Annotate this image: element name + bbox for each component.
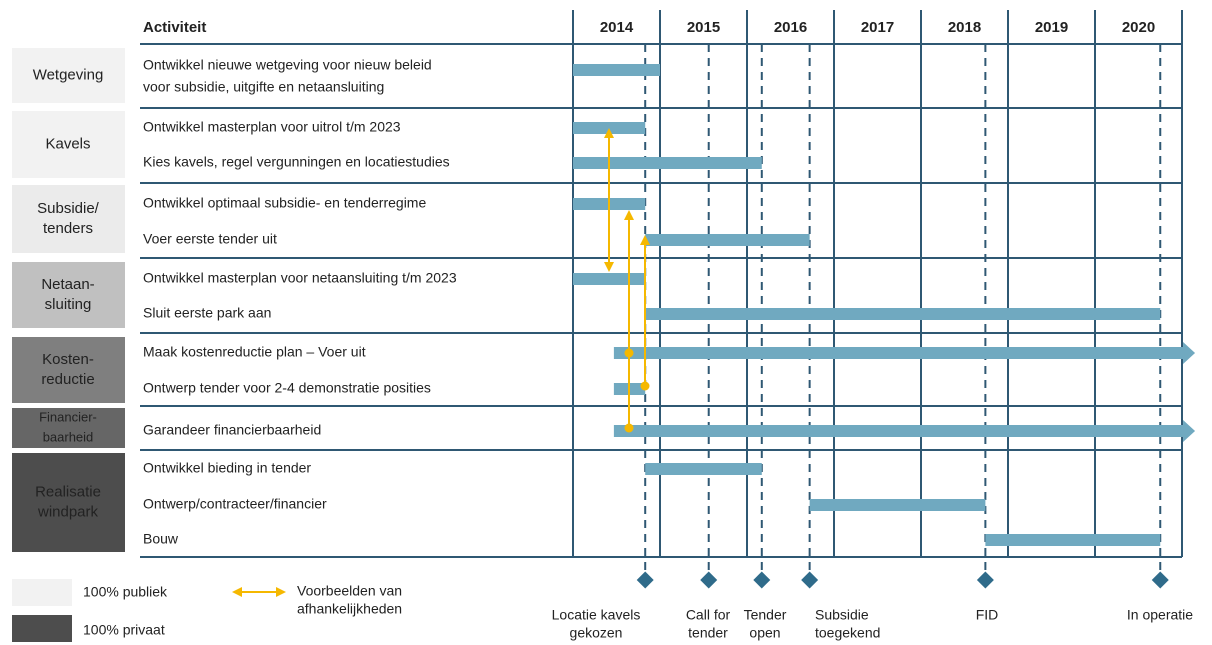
- milestone-label: toegekend: [815, 625, 880, 641]
- activity-label: Ontwerp/contracteer/financier: [143, 496, 327, 512]
- group-label: Kavels: [45, 135, 90, 152]
- group-box: [12, 185, 125, 253]
- group-box: [12, 408, 125, 448]
- activity-bar: [573, 273, 646, 285]
- dependency-dot: [624, 423, 634, 433]
- group-label: Wetgeving: [33, 66, 104, 83]
- activity-bar: [573, 157, 762, 169]
- group-box: [12, 111, 125, 178]
- activity-label: Bouw: [143, 531, 179, 547]
- group-box: [12, 453, 125, 552]
- group-label: Subsidie/: [37, 200, 100, 217]
- milestone-diamond: [753, 571, 771, 589]
- activity-bar: [985, 534, 1161, 546]
- legend-arrow-head: [276, 587, 286, 597]
- activity-label: Kies kavels, regel vergunningen en locat…: [143, 154, 450, 170]
- activity-label: Ontwikkel optimaal subsidie- en tenderre…: [143, 195, 426, 211]
- milestone-diamond: [1151, 571, 1169, 589]
- group-box: [12, 48, 125, 103]
- activity-bar: [573, 64, 660, 76]
- year-label: 2018: [948, 19, 981, 36]
- activity-bar: [645, 463, 762, 475]
- year-label: 2014: [600, 19, 634, 36]
- header-activity: Activiteit: [143, 19, 206, 36]
- year-label: 2016: [774, 19, 807, 36]
- activity-label: Ontwikkel bieding in tender: [143, 460, 311, 476]
- milestone-label: Tender: [744, 607, 787, 623]
- activity-label: Ontwikkel masterplan voor uitrol t/m 202…: [143, 119, 401, 135]
- milestone-diamond: [801, 571, 819, 589]
- arrow-head: [604, 262, 614, 272]
- milestone-label: gekozen: [570, 625, 623, 641]
- activity-label: Ontwerp tender voor 2-4 demonstratie pos…: [143, 380, 431, 396]
- dependency-arrows: [604, 128, 650, 433]
- activity-label: Maak kostenreductie plan – Voer uit: [143, 344, 366, 360]
- activity-bar: [645, 308, 1161, 320]
- group-label: sluiting: [45, 296, 92, 313]
- milestone-diamond: [976, 571, 994, 589]
- legend-label: Voorbeelden van: [297, 583, 402, 599]
- activity-label: Ontwikkel masterplan voor netaansluiting…: [143, 270, 457, 286]
- legend-swatch: [12, 615, 72, 642]
- year-label: 2015: [687, 19, 720, 36]
- activity-bar: [645, 234, 810, 246]
- year-label: 2020: [1122, 19, 1155, 36]
- activity-label: Ontwikkel nieuwe wetgeving voor nieuw be…: [143, 57, 432, 73]
- activity-label: Voer eerste tender uit: [143, 231, 277, 247]
- dependency-dot: [640, 381, 650, 391]
- milestone-label: Call for: [686, 607, 731, 623]
- group-label: Financier-: [39, 409, 97, 424]
- year-label: 2019: [1035, 19, 1068, 36]
- milestone-label: open: [749, 625, 780, 641]
- milestone-label: Subsidie: [815, 607, 869, 623]
- activity-bar: [613, 342, 1196, 364]
- group-box: [12, 337, 125, 403]
- group-label: windpark: [37, 503, 99, 520]
- milestone-label: Locatie kavels: [552, 607, 641, 623]
- legend-label: afhankelijkheden: [297, 601, 402, 617]
- year-label: 2017: [861, 19, 894, 36]
- group-label: tenders: [43, 220, 93, 237]
- activity-label: Sluit eerste park aan: [143, 305, 271, 321]
- milestone-diamond: [700, 571, 718, 589]
- legend-label: 100% publiek: [83, 584, 168, 600]
- activity-label: Garandeer financierbaarheid: [143, 422, 321, 438]
- milestone-label: In operatie: [1127, 607, 1193, 623]
- group-label: baarheid: [43, 429, 94, 444]
- activity-label: voor subsidie, uitgifte en netaansluitin…: [143, 79, 384, 95]
- group-label: Kosten-: [42, 351, 94, 368]
- dependency-dot: [624, 348, 634, 358]
- arrow-head: [624, 210, 634, 220]
- group-box: [12, 262, 125, 328]
- legend-swatch: [12, 579, 72, 606]
- arrow-head: [604, 128, 614, 138]
- activity-bar: [613, 420, 1196, 442]
- group-label: Netaan-: [41, 276, 94, 293]
- group-label: Realisatie: [35, 483, 101, 500]
- activity-bar: [573, 122, 646, 134]
- arrow-head: [640, 235, 650, 245]
- milestone-label: FID: [976, 607, 999, 623]
- legend-arrow-head: [232, 587, 242, 597]
- milestone-diamond: [636, 571, 654, 589]
- legend-label: 100% privaat: [83, 622, 165, 638]
- group-label: reductie: [41, 371, 94, 388]
- milestone-label: tender: [688, 625, 728, 641]
- activity-bar: [809, 499, 986, 511]
